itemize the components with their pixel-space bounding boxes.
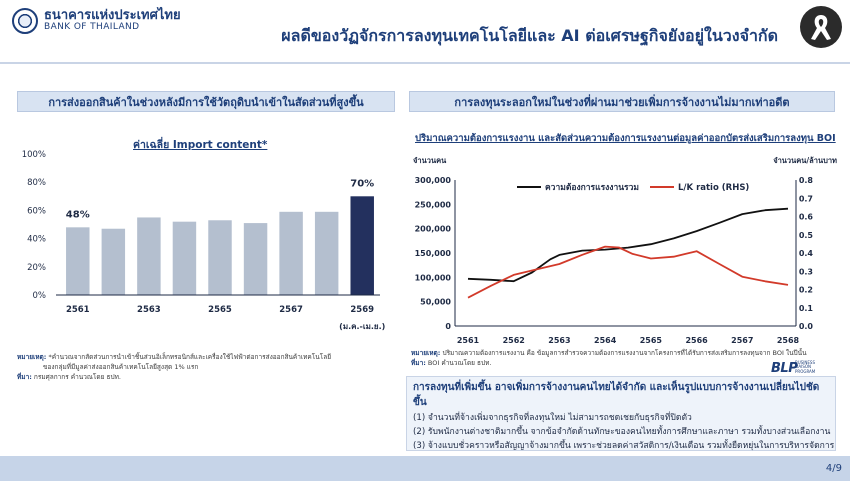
bar-x-tick-label: 2561 [66,305,90,315]
left-source-label: ที่มา: [17,373,32,382]
left-note-label: หมายเหตุ: [17,353,47,361]
legend-label: L/K ratio (RHS) [678,183,749,193]
summary-item-2: (2) รับพนักงานต่างชาติมากขึ้น จากข้อจำกั… [413,426,831,437]
line-x-tick-label: 2564 [594,336,617,345]
bar-x-note: (ม.ค.-เม.ย.) [339,322,385,331]
summary-item-1: (1) จำนวนที่จ้างเพิ่มจากธุรกิจที่ลงทุนให… [413,413,692,423]
line-y-left-tick-label: 150,000 [415,249,452,258]
series-line-lk-ratio [467,245,789,299]
left-panel-header: การส่งออกสินค้าในช่วงหลังมีการใช้วัตถุดิ… [17,91,395,112]
line-x-tick-label: 2561 [457,336,480,345]
line-x-tick-label: 2563 [548,336,570,345]
line-y-right-tick-label: 0.5 [799,231,814,240]
line-y-right-tick-label: 0.0 [799,322,814,331]
left-note-text: *คำนวณจากสัดส่วนการนำเข้าชิ้นส่วนอิเล็กท… [48,353,332,361]
bank-name-thai: ธนาคารแห่งประเทศไทย [44,8,181,24]
bar-y-tick-label: 80% [27,178,46,188]
bank-name-english: BANK OF THAILAND [44,22,140,33]
bar-2566 [243,223,268,295]
left-panel-note: หมายเหตุ: *คำนวณจากสัดส่วนการนำเข้าชิ้นส… [17,352,395,382]
slide-footer: 4/9 [0,456,850,481]
bar-x-tick-label: 2565 [208,305,232,315]
line-y-left-tick-label: 100,000 [415,273,452,282]
line-x-tick-label: 2567 [731,336,753,345]
bar-2565 [208,220,232,295]
summary-item-3: (3) จ้างแบบชั่วคราวหรือสัญญาจ้างมากขึ้น … [413,440,835,451]
bar-y-tick-label: 40% [27,235,46,245]
slide-title: ผลดีของวัฏจักรการลงทุนเทคโนโลยีและ AI ต่… [281,26,778,45]
bar-2562 [101,228,126,295]
bar-2569 [350,196,374,295]
line-y-left-label: จำนวนคน [413,156,447,165]
line-y-left-tick-label: 300,000 [415,176,452,185]
line-y-right-tick-label: 0.1 [799,304,814,313]
bar-chart-title: ค่าเฉลี่ย Import content* [133,139,268,151]
bank-logo: ธนาคารแห่งประเทศไทย BANK OF THAILAND [12,8,181,34]
line-y-left-tick-label: 250,000 [415,200,452,209]
blp-logo-text: BLP [771,361,798,376]
left-source-text: กรมศุลกากร คำนวณโดย ธปท. [33,373,121,382]
line-x-tick-label: 2566 [685,336,708,345]
bar-y-tick-label: 0% [33,291,47,301]
left-note-text-2: ของกลุ่มที่มีมูลค่าส่งออกสินค้าเทคโนโลยี… [43,363,199,372]
legend-label: ความต้องการแรงงานรวม [545,182,639,193]
line-y-left-tick-label: 50,000 [420,298,451,307]
line-y-right-tick-label: 0.8 [799,176,814,185]
bar-2567 [279,211,303,295]
page-number: 4/9 [825,463,842,474]
bar-x-tick-label: 2567 [279,305,303,315]
line-y-left-tick-label: 200,000 [415,225,452,234]
import-content-bar-chart: 0% 20% 40% 60% 80% 100% 2561 2563 2565 2567 2569 (ม… [22,150,386,331]
header-divider [0,62,850,64]
bar-y-tick-label: 20% [27,263,46,273]
blp-sub-1: BUSINESS LIAISON [795,360,815,370]
bar-2563 [137,217,161,295]
right-source-label: ที่มา: [411,359,426,368]
bar-2561 [66,227,90,295]
right-panel-header: การลงทุนระลอกใหม่ในช่วงที่ผ่านมาช่วยเพิ่… [409,91,835,112]
line-y-right-tick-label: 0.6 [799,213,814,222]
line-x-tick-label: 2562 [503,336,525,345]
line-y-right-tick-label: 0.4 [799,249,814,258]
blp-logo: BLP BUSINESS LIAISON PROGRAM [771,357,831,376]
line-x-tick-label: 2568 [777,336,800,345]
bar-data-label: 48% [66,209,90,220]
line-y-right-tick-label: 0.3 [799,267,813,276]
line-x-tick-label: 2565 [640,336,663,345]
bar-y-tick-label: 100% [22,150,46,160]
bar-x-tick-label: 2563 [137,305,161,315]
bar-x-tick-label: 2569 [350,305,374,315]
summary-box: การลงทุนที่เพิ่มขึ้น อาจเพิ่มการจ้างงานค… [406,376,836,451]
bank-seal-icon [12,8,38,34]
slide-header: ธนาคารแห่งประเทศไทย BANK OF THAILAND ผลด… [0,0,850,70]
bar-2564 [172,221,197,295]
right-note-text: ปริมาณความต้องการแรงงาน คือ ข้อมูลการสำร… [442,349,807,357]
blp-sub-2: PROGRAM [795,368,816,374]
line-y-right-tick-label: 0.7 [799,194,813,203]
right-note-label: หมายเหตุ: [411,349,441,357]
bar-data-label: 70% [350,178,374,189]
bar-2568 [314,211,339,295]
line-chart-title: ปริมาณความต้องการแรงงาน และสัดส่วนความต้… [415,133,836,144]
summary-title: การลงทุนที่เพิ่มขึ้น อาจเพิ่มการจ้างงานค… [413,382,820,408]
line-y-right-label: จำนวนคน/ล้านบาท [773,156,837,165]
right-source-text: BOI คำนวณโดย ธปท. [427,359,492,368]
line-y-left-tick-label: 0 [445,322,451,331]
right-panel-note: หมายเหตุ: ปริมาณความต้องการแรงงาน คือ ข้… [411,348,831,368]
labor-demand-line-chart: จำนวนคน จำนวนคน/ล้านบาท 0 50,000 100,000 150,… [413,156,837,345]
bar-y-tick-label: 60% [27,206,46,216]
series-line-labor-demand [467,207,789,283]
mourning-ribbon-icon [800,6,842,48]
line-y-right-tick-label: 0.2 [799,286,813,295]
